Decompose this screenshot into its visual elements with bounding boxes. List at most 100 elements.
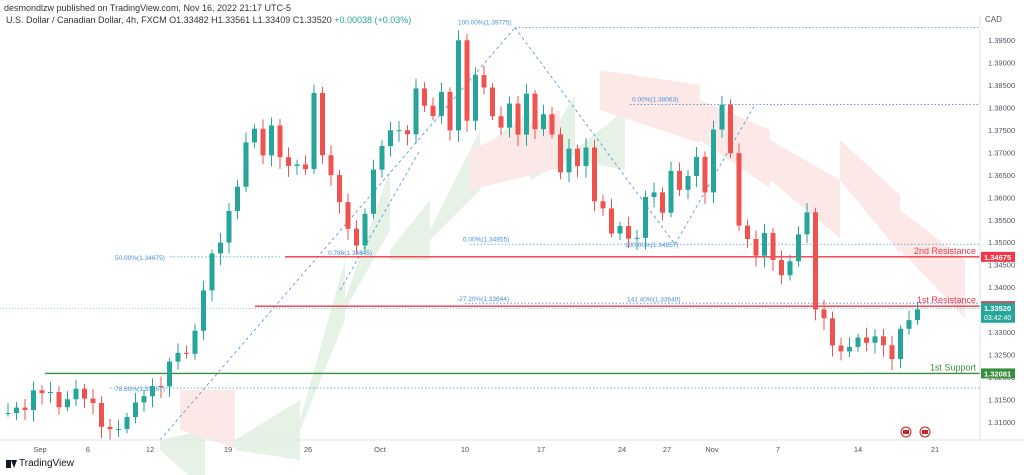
candle-body: [847, 346, 852, 352]
y-tick-label: 1.31000: [988, 418, 1015, 427]
candle-body: [668, 170, 674, 213]
fib-label: 100.00%(1.39775): [458, 20, 512, 27]
candle-body: [719, 104, 725, 130]
candle-body: [626, 226, 631, 239]
fib-label: 0.00%(1.34955): [463, 236, 509, 243]
candle-body: [481, 75, 487, 88]
candle-body: [345, 202, 351, 229]
candle-body: [133, 402, 138, 418]
candle-body: [371, 169, 376, 214]
candle-body: [396, 130, 402, 132]
candle-body: [456, 40, 461, 131]
candle-body: [804, 212, 810, 235]
candle-body: [507, 103, 512, 128]
candle-body: [447, 91, 453, 131]
candle-body: [99, 402, 104, 427]
candle-body: [430, 105, 436, 116]
y-tick-label: 1.38000: [988, 103, 1015, 112]
cloud-segment-red: [840, 140, 900, 253]
fib-trend-line: [339, 149, 421, 291]
candle-body: [609, 208, 614, 234]
candle-body: [872, 336, 878, 343]
ohlc-values: O1.33482 H1.33561 L1.33409 C1.33520: [169, 15, 332, 25]
cloud-segment-red: [770, 140, 840, 238]
current-price-text: 1.33520: [984, 304, 1011, 313]
fib-trend-lines: [110, 27, 980, 441]
fib-label: 100.00%(1.34957): [625, 242, 679, 249]
candle-body: [328, 155, 334, 176]
candle-body: [65, 399, 70, 408]
candle-body: [915, 309, 920, 321]
candle-body: [286, 157, 291, 166]
cloud-segment-green: [575, 110, 625, 170]
y-tick-label: 1.37000: [988, 148, 1015, 157]
candlesticks: [5, 30, 920, 440]
x-tick-label: 21: [931, 445, 939, 454]
price-change: +0.00038 (+0.03%): [334, 15, 412, 25]
candle-body: [269, 125, 274, 156]
symbol-line: U.S. Dollar / Canadian Dollar, 4h, FXCM …: [6, 15, 411, 25]
candle-body: [192, 330, 198, 354]
fib-label: 0.786(1.34645): [328, 250, 372, 257]
currency-label: CAD: [985, 15, 1002, 24]
fib-labels: 100.00%(1.39775) 50.00%(1.34675) 78.60%(1.…: [115, 20, 681, 393]
x-tick-label: 24: [618, 445, 626, 454]
candle-body: [753, 239, 759, 256]
candle-body: [651, 192, 657, 197]
candle-body: [422, 88, 427, 106]
candle-body: [218, 242, 223, 254]
y-tick-label: 1.36000: [988, 193, 1015, 202]
y-tick-label: 1.34000: [988, 283, 1015, 292]
candle-body: [464, 40, 470, 121]
x-tick-label: Oct: [374, 445, 387, 454]
y-tick-label: 1.39500: [988, 36, 1015, 45]
x-tick-label: 27: [663, 445, 671, 454]
candle-body: [107, 426, 113, 430]
candle-body: [73, 388, 79, 400]
candle-body: [243, 142, 249, 187]
candle-body: [838, 345, 844, 352]
level-label: 2nd Resistance: [914, 246, 976, 256]
fib-label: 141.40%(1.33640): [627, 296, 681, 303]
candle-body: [600, 201, 606, 209]
flag-stripe: [922, 430, 928, 434]
publisher-line: desmondlzw published on TradingView.com,…: [4, 3, 291, 13]
candle-body: [796, 234, 801, 262]
candle-body: [549, 114, 555, 135]
footer-brand[interactable]: TradingView: [6, 458, 74, 469]
candle-body: [762, 232, 767, 256]
x-tick-label: Sep: [33, 445, 46, 454]
cloud-segment-red: [900, 210, 965, 318]
x-tick-label: 12: [146, 445, 154, 454]
cloud-segment-green: [235, 400, 300, 460]
candle-body: [830, 318, 835, 346]
candle-body: [515, 103, 521, 135]
candle-body: [881, 336, 886, 346]
flag-stripe: [903, 430, 909, 434]
candle-body: [252, 128, 257, 143]
fib-trend-line: [514, 27, 676, 245]
candle-body: [277, 125, 283, 158]
y-tick-label: 1.35000: [988, 238, 1015, 247]
candle-body: [694, 156, 699, 176]
candle-body: [541, 114, 546, 130]
candle-body: [728, 104, 733, 154]
y-tick-label: 1.33000: [988, 328, 1015, 337]
candle-body: [889, 345, 895, 360]
candle-body: [201, 290, 206, 331]
y-tick-label: 1.38500: [988, 81, 1015, 90]
candle-body: [56, 392, 62, 408]
candle-body: [158, 385, 164, 387]
level-label: 1st Resistance: [917, 295, 976, 305]
x-tick-label: 14: [854, 445, 862, 454]
candle-body: [787, 261, 793, 276]
candle-body: [592, 147, 597, 202]
candle-body: [702, 156, 708, 193]
candle-body: [175, 352, 181, 362]
cloud-segment-green: [390, 200, 430, 260]
current-price-tag: [981, 302, 1015, 323]
candle-body: [864, 337, 869, 343]
y-tick-label: 1.31500: [988, 396, 1015, 405]
candle-body: [337, 175, 342, 203]
